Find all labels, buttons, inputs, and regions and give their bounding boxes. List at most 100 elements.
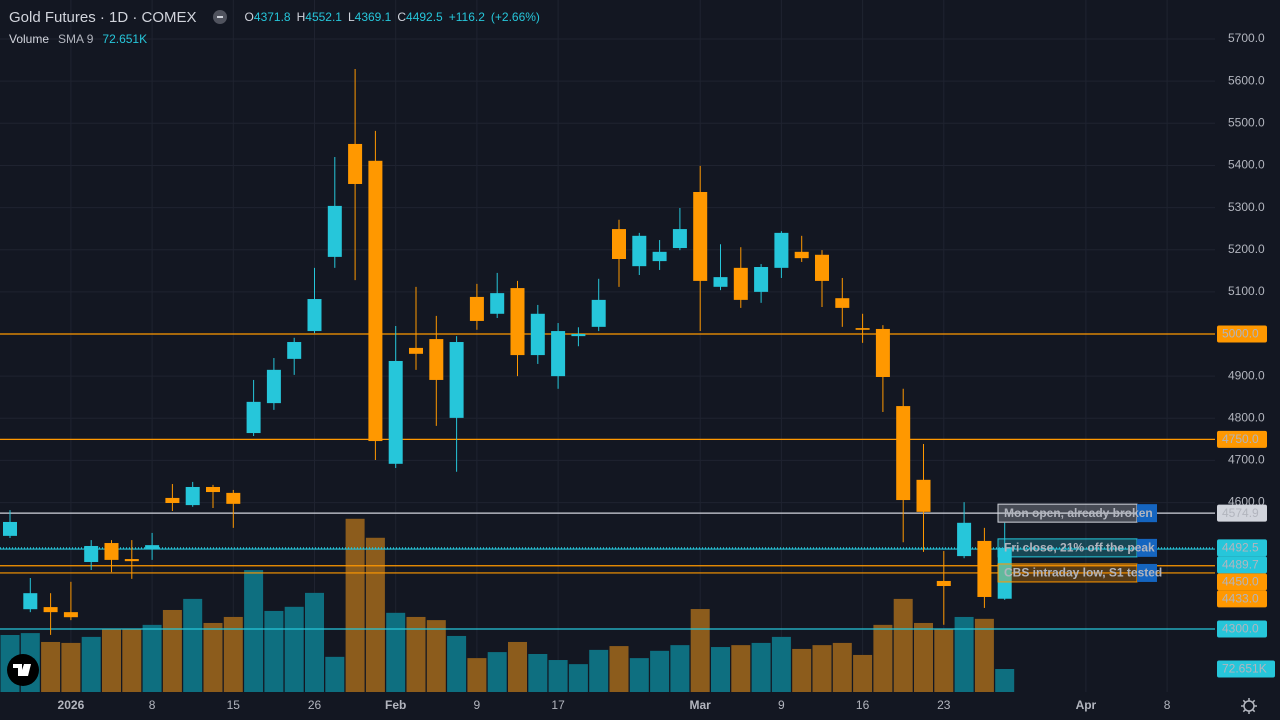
chart-title: Gold Futures · 1D · COMEX bbox=[9, 8, 197, 26]
candle-body bbox=[287, 342, 302, 359]
levels bbox=[0, 333, 1215, 630]
volume-bar bbox=[203, 622, 223, 692]
candle-body bbox=[145, 545, 160, 549]
volume-bar bbox=[650, 650, 670, 692]
volume-pane bbox=[0, 518, 1015, 692]
note-button[interactable] bbox=[1137, 504, 1157, 523]
volume-bar bbox=[365, 537, 385, 692]
x-tick-label: 9 bbox=[778, 698, 785, 712]
candle-body bbox=[551, 331, 566, 377]
volume-value: 72.651K bbox=[102, 32, 148, 46]
price-label-box bbox=[1217, 590, 1267, 608]
candle-body bbox=[815, 254, 829, 281]
candle-body bbox=[957, 522, 972, 557]
volume-bar bbox=[325, 656, 345, 692]
volume-bar bbox=[873, 624, 893, 692]
candle-body bbox=[591, 299, 606, 327]
x-tick-label: 26 bbox=[308, 698, 322, 712]
volume-bar bbox=[487, 652, 507, 692]
candle-body bbox=[63, 612, 78, 618]
price-label: 4450.0 bbox=[1222, 575, 1259, 589]
volume-bar bbox=[81, 636, 101, 692]
volume-bar bbox=[711, 647, 730, 692]
y-tick-label: 5700.0 bbox=[1228, 31, 1265, 45]
volume-bar bbox=[548, 660, 568, 692]
y-tick-label: 4800.0 bbox=[1228, 410, 1265, 424]
volume-bar bbox=[731, 645, 751, 692]
volume-bar bbox=[223, 616, 243, 692]
price-label: 4492.5 bbox=[1222, 541, 1259, 555]
volume-bar bbox=[345, 518, 365, 692]
volume-bar bbox=[893, 598, 913, 692]
candle-body bbox=[3, 521, 17, 536]
candle-body bbox=[490, 293, 505, 314]
candle-body bbox=[307, 299, 322, 332]
volume-bar bbox=[853, 654, 873, 692]
price-label-box bbox=[1217, 504, 1267, 522]
notes: Mon open, already broken Fri close, 21% o… bbox=[997, 503, 1162, 583]
candle-body bbox=[896, 406, 911, 501]
status-dot[interactable] bbox=[212, 10, 227, 24]
ohlc-key: H bbox=[296, 10, 306, 24]
candle-body bbox=[875, 328, 890, 377]
candle-body bbox=[713, 277, 728, 287]
candle-body bbox=[652, 251, 667, 262]
candle-body bbox=[733, 267, 748, 300]
settings-icon[interactable] bbox=[1241, 698, 1257, 714]
volume-bar bbox=[609, 646, 629, 692]
candle-body bbox=[84, 545, 99, 562]
price-label: 4433.0 bbox=[1222, 592, 1259, 606]
x-tick-label: 9 bbox=[474, 698, 481, 712]
axes: 5700.0 5600.0 5500.0 5400.0 5300.0 5200.0 5100… bbox=[58, 31, 1275, 712]
y-tick-label: 4900.0 bbox=[1228, 368, 1265, 382]
volume-bar bbox=[41, 641, 61, 692]
note-button[interactable] bbox=[1137, 563, 1157, 582]
change: +116.2 bbox=[448, 10, 485, 24]
volume-bar bbox=[995, 668, 1015, 692]
note-button[interactable] bbox=[1137, 538, 1157, 557]
candle-body bbox=[327, 205, 342, 257]
candle-body bbox=[165, 497, 180, 503]
volume-bar bbox=[61, 642, 81, 692]
volume-bar bbox=[264, 610, 284, 692]
volume-bar bbox=[102, 628, 121, 692]
price-label-box bbox=[1217, 325, 1267, 343]
candle-body bbox=[530, 313, 545, 356]
candle-body bbox=[348, 143, 363, 184]
price-label-box bbox=[1217, 556, 1267, 574]
candle-body bbox=[368, 160, 383, 442]
volume-bar bbox=[954, 616, 974, 692]
volume-bar bbox=[406, 616, 426, 692]
x-tick-label: 16 bbox=[856, 698, 870, 712]
note-text: CBS intraday low, S1 tested bbox=[1004, 566, 1162, 580]
candle-body bbox=[104, 543, 119, 560]
ohlc-value: 4552.1 bbox=[305, 10, 342, 24]
y-tick-label: 5200.0 bbox=[1228, 242, 1265, 256]
x-tick-label: 15 bbox=[227, 698, 241, 712]
volume-bar bbox=[183, 598, 203, 692]
x-tick-label: 8 bbox=[1164, 698, 1171, 712]
volume-name: Volume bbox=[9, 32, 50, 46]
candle-body bbox=[774, 232, 789, 268]
x-tick-label: Feb bbox=[385, 698, 406, 712]
volume-bar bbox=[589, 649, 609, 692]
volume-bar bbox=[690, 609, 710, 692]
candle-body bbox=[43, 607, 58, 613]
logo-mark[interactable] bbox=[13, 664, 31, 676]
volume-label-box bbox=[1217, 660, 1275, 678]
candle-body bbox=[571, 334, 586, 337]
volume-bar bbox=[244, 570, 264, 692]
volume-bar bbox=[751, 642, 771, 692]
logo[interactable] bbox=[7, 654, 39, 686]
candle-body bbox=[449, 342, 464, 418]
candle-body bbox=[124, 559, 139, 562]
volume-bar bbox=[386, 612, 406, 692]
volume-bar bbox=[447, 635, 467, 692]
volume-label: 72.651K bbox=[1222, 662, 1267, 676]
gear-teeth[interactable] bbox=[1241, 698, 1257, 714]
x-tick-label: 8 bbox=[149, 698, 156, 712]
price-label-box bbox=[1217, 539, 1267, 557]
volume-bar bbox=[832, 642, 852, 692]
candle-body bbox=[977, 540, 992, 597]
